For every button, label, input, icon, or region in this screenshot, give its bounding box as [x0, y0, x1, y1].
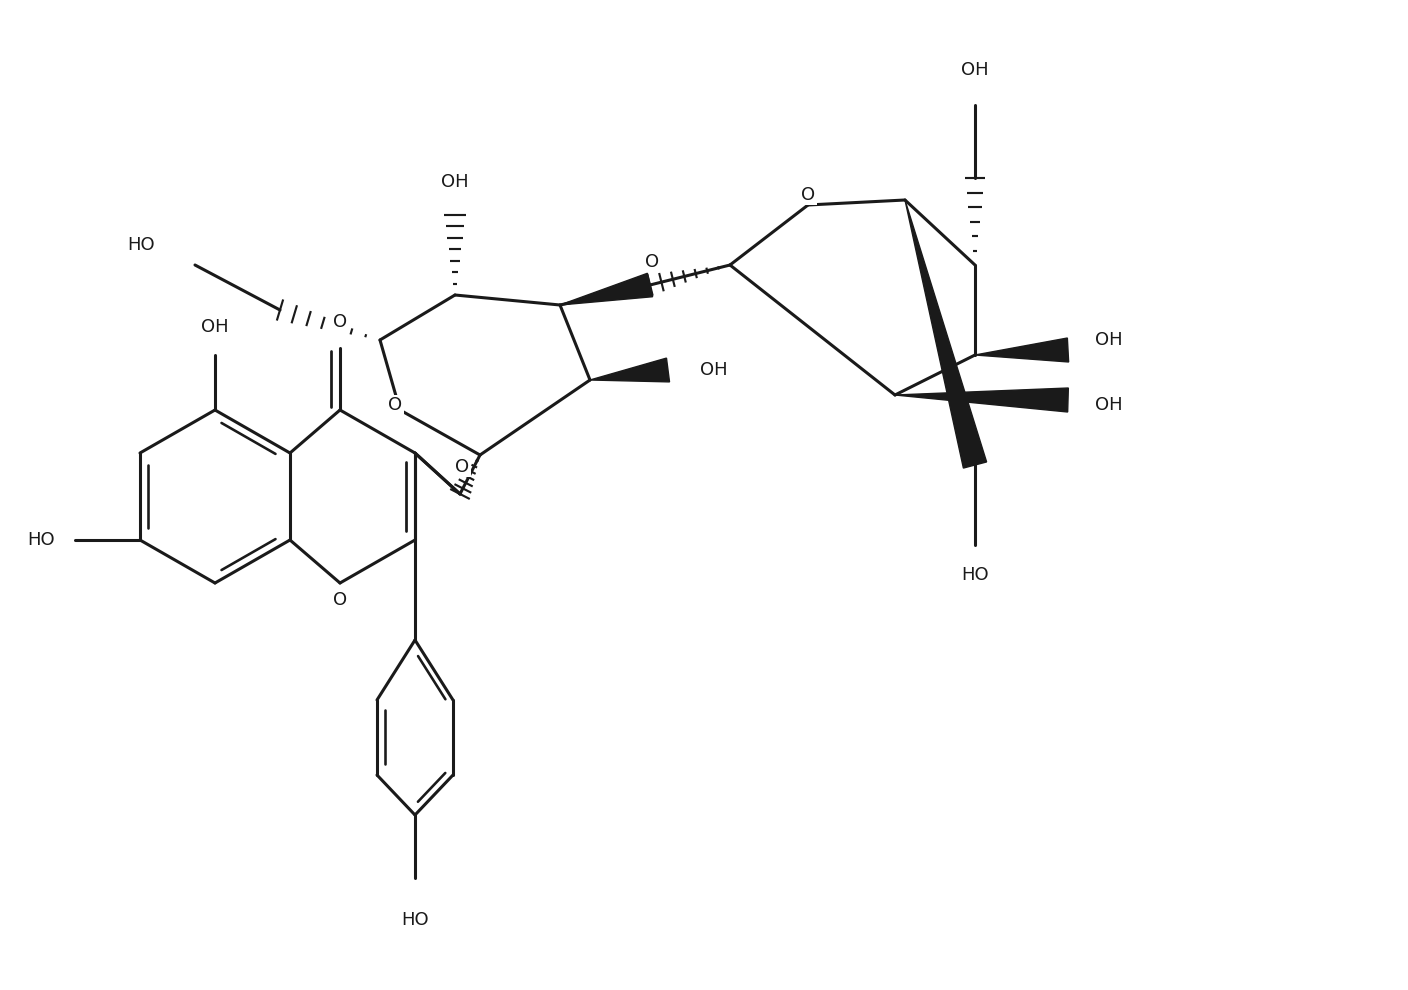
- Text: O: O: [389, 396, 403, 414]
- Polygon shape: [590, 358, 670, 382]
- Text: HO: HO: [962, 566, 988, 584]
- Text: HO: HO: [127, 236, 155, 254]
- Polygon shape: [560, 273, 652, 305]
- Text: O: O: [801, 186, 815, 204]
- Text: OH: OH: [441, 173, 469, 191]
- Text: O: O: [455, 458, 469, 476]
- Polygon shape: [974, 338, 1069, 362]
- Text: OH: OH: [201, 318, 230, 336]
- Text: O: O: [645, 253, 659, 271]
- Polygon shape: [895, 388, 1069, 412]
- Text: OH: OH: [1095, 331, 1122, 349]
- Text: OH: OH: [1095, 396, 1122, 414]
- Polygon shape: [905, 200, 987, 468]
- Text: HO: HO: [27, 531, 55, 549]
- Text: OH: OH: [962, 61, 988, 79]
- Text: OH: OH: [700, 361, 728, 379]
- Text: HO: HO: [401, 911, 429, 929]
- Text: O: O: [332, 591, 346, 609]
- Text: O: O: [332, 313, 346, 331]
